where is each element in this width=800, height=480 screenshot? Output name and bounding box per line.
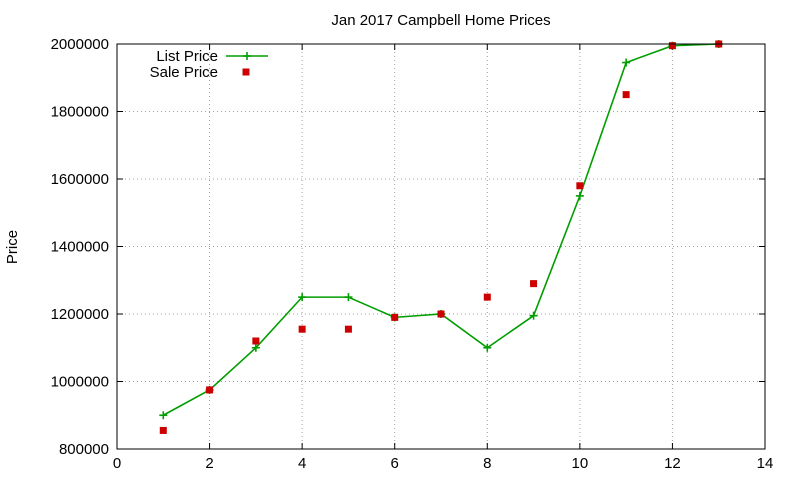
list-price-point [529,311,538,320]
y-tick-label: 2000000 [51,36,109,53]
y-tick-label: 1200000 [51,306,109,323]
x-tick-label: 12 [664,455,681,472]
x-tick-label: 8 [483,455,491,472]
sale-price-point [622,91,630,99]
sale-price-point [530,280,538,288]
y-axis-label: Price [4,230,21,264]
legend-swatch-sale-price [242,68,250,76]
sale-price-point [159,426,167,434]
y-tick-label: 1000000 [51,374,109,391]
list-price-point [575,191,584,200]
x-tick-label: 0 [113,455,121,472]
x-tick-label: 4 [298,455,306,472]
plot-frame [116,43,766,450]
list-price-point [622,58,631,67]
sale-price-point [483,293,491,301]
list-price-line [162,43,719,416]
sale-price-point [298,325,306,333]
sale-price-point [391,313,399,321]
sale-price-point [206,386,214,394]
legend-label-sale-price: Sale Price [150,64,218,81]
list-price-point [251,343,260,352]
y-tick-label: 1600000 [51,171,109,188]
y-tick-labels: 800000 1000000 1200000 1400000 1600000 180000… [51,36,109,458]
list-price-point [344,293,353,302]
x-tick-label: 6 [391,455,399,472]
sale-price-point [576,182,584,190]
series-layer [159,40,723,434]
sale-price-point [344,325,352,333]
y-tick-label: 800000 [59,441,109,458]
sale-price-point [668,42,676,50]
x-tick-label: 14 [757,455,774,472]
list-price-point [159,411,168,420]
x-tick-label: 2 [205,455,213,472]
list-price-point [483,343,492,352]
grid [117,44,765,449]
chart-title: Jan 2017 Campbell Home Prices [331,12,550,29]
x-tick-label: 10 [572,455,589,472]
y-tick-label: 1800000 [51,104,109,121]
sale-price-point [252,337,260,345]
sale-price-point [437,310,445,318]
list-price-point [298,293,307,302]
legend-label-list-price: List Price [156,48,218,65]
x-tick-labels: 0 2 4 6 8 10 12 14 [113,455,774,472]
y-tick-label: 1400000 [51,239,109,256]
